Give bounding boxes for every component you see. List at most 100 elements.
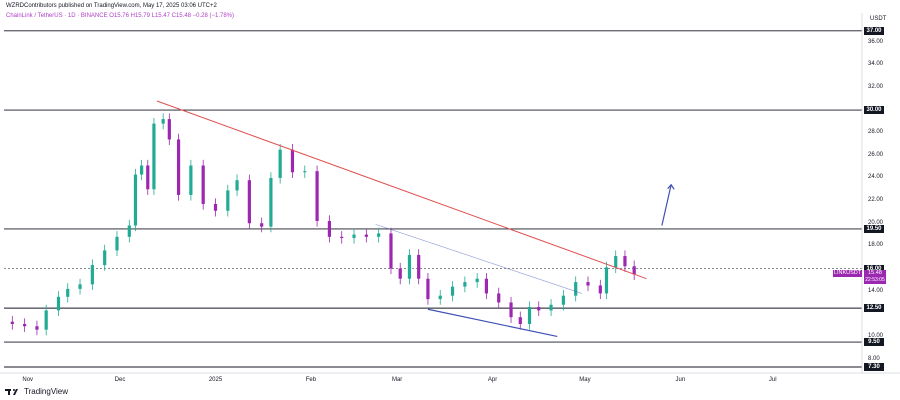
candle-body [133, 174, 138, 226]
tradingview-footer[interactable]: TradingView [5, 387, 68, 397]
price-tick-label: 24.00 [868, 174, 884, 181]
candle-body [260, 223, 264, 227]
candle-body [527, 307, 532, 324]
time-tick-label: Nov [22, 377, 34, 383]
price-tick-label: 8.00 [868, 355, 880, 362]
price-tick-label: 22.00 [868, 197, 884, 204]
candle-body [598, 285, 602, 294]
time-tick-label: Dec [114, 377, 126, 383]
candle-body [90, 265, 94, 285]
candle-body [586, 282, 590, 286]
candle-body [389, 233, 393, 269]
candle-body [509, 302, 513, 318]
level-price-badge: 7.30 [864, 363, 884, 371]
candle-body [518, 317, 522, 324]
candle-body [574, 282, 578, 296]
candle-body [189, 165, 193, 195]
candle-body [44, 310, 48, 330]
candle-body [315, 171, 319, 221]
candle-body [549, 304, 553, 311]
candle-body [561, 295, 565, 305]
tradingview-logo-icon [5, 389, 18, 395]
price-tick-label: 28.00 [868, 129, 884, 136]
current-price-label: 15.48 [864, 270, 886, 277]
candle-body [247, 180, 251, 224]
level-price-badge: 12.50 [864, 304, 884, 313]
candle-body [56, 296, 61, 311]
candle-body [290, 149, 295, 173]
price-tick-label: 26.00 [868, 151, 884, 158]
candle-body [303, 171, 307, 173]
time-tick-label: Mar [391, 377, 403, 383]
candle-body [78, 284, 82, 289]
time-tick-label: Jun [675, 377, 686, 383]
candle-body [450, 286, 455, 296]
candle-body [35, 326, 39, 330]
candle-body [213, 203, 218, 211]
axis-currency: USDT [870, 16, 887, 22]
level-price-badge: 9.50 [864, 338, 884, 347]
time-tick-label: 2025 [208, 377, 223, 383]
candle-body [115, 236, 119, 251]
candle-body [604, 267, 609, 294]
price-tick-label: 18.00 [868, 242, 884, 249]
candle-body [364, 234, 368, 237]
level-price-badge: 37.00 [864, 26, 884, 35]
candle-body [632, 266, 636, 275]
candle-body [103, 250, 107, 266]
level-price-badge: 30.00 [864, 106, 884, 115]
candle-body [140, 165, 144, 175]
candle-body [497, 293, 501, 303]
candle-body [127, 225, 131, 237]
candle-body [235, 180, 239, 191]
candle-body [417, 254, 421, 279]
candle-body [327, 220, 332, 237]
candle-body [201, 165, 205, 204]
candle-body [377, 233, 381, 237]
time-tick-label: May [579, 377, 591, 383]
candle-body [226, 190, 230, 211]
candle-body [278, 149, 282, 178]
time-tick-label: Feb [305, 377, 317, 383]
candle-body [463, 282, 467, 287]
candle-body [340, 236, 344, 238]
candle-body [398, 268, 402, 279]
symbol-label: LINKUSDT [833, 270, 862, 277]
candle-body [475, 278, 479, 283]
price-tick-label: 32.00 [868, 83, 884, 90]
price-tick-label: 34.00 [868, 61, 884, 68]
time-tick-label: Apr [487, 377, 498, 383]
channel-upper-line[interactable] [375, 224, 582, 294]
candle-body [614, 256, 618, 268]
arrow-head-icon [667, 183, 675, 190]
candle-body [161, 119, 165, 124]
candle-body [10, 321, 14, 324]
resistance-trendline[interactable] [156, 100, 647, 280]
candle-body [66, 288, 70, 297]
candle-body [352, 234, 356, 238]
price-tick-label: 14.00 [868, 287, 884, 294]
footer-brand: TradingView [24, 387, 69, 396]
channel-lower-line[interactable] [427, 308, 558, 338]
bar-countdown: 22:53:05 [864, 277, 886, 284]
candle-body [623, 256, 627, 267]
candle-body [269, 177, 273, 227]
level-price-badge: 19.50 [864, 224, 884, 233]
price-tick-label: 20.00 [868, 219, 884, 226]
symbol-ohlc-line[interactable]: ChainLink / TetherUS · 1D · BINANCE O15.… [6, 13, 235, 19]
publisher-caption: WZRDContributors published on TradingVie… [6, 3, 217, 9]
candle-body [152, 123, 156, 190]
candle-body [167, 119, 171, 140]
candle-body [426, 278, 430, 300]
projection-arrow[interactable] [661, 184, 672, 226]
candle-body [537, 307, 541, 311]
level-price-badge: 16.00 [864, 264, 884, 273]
candle-body [176, 139, 181, 195]
price-tick-label: 36.00 [868, 38, 884, 45]
time-tick-label: Jul [768, 377, 777, 383]
price-tick-label: 10.00 [868, 332, 884, 339]
candle-body [23, 323, 27, 327]
candle-body [438, 295, 442, 300]
candle-body [407, 254, 412, 279]
